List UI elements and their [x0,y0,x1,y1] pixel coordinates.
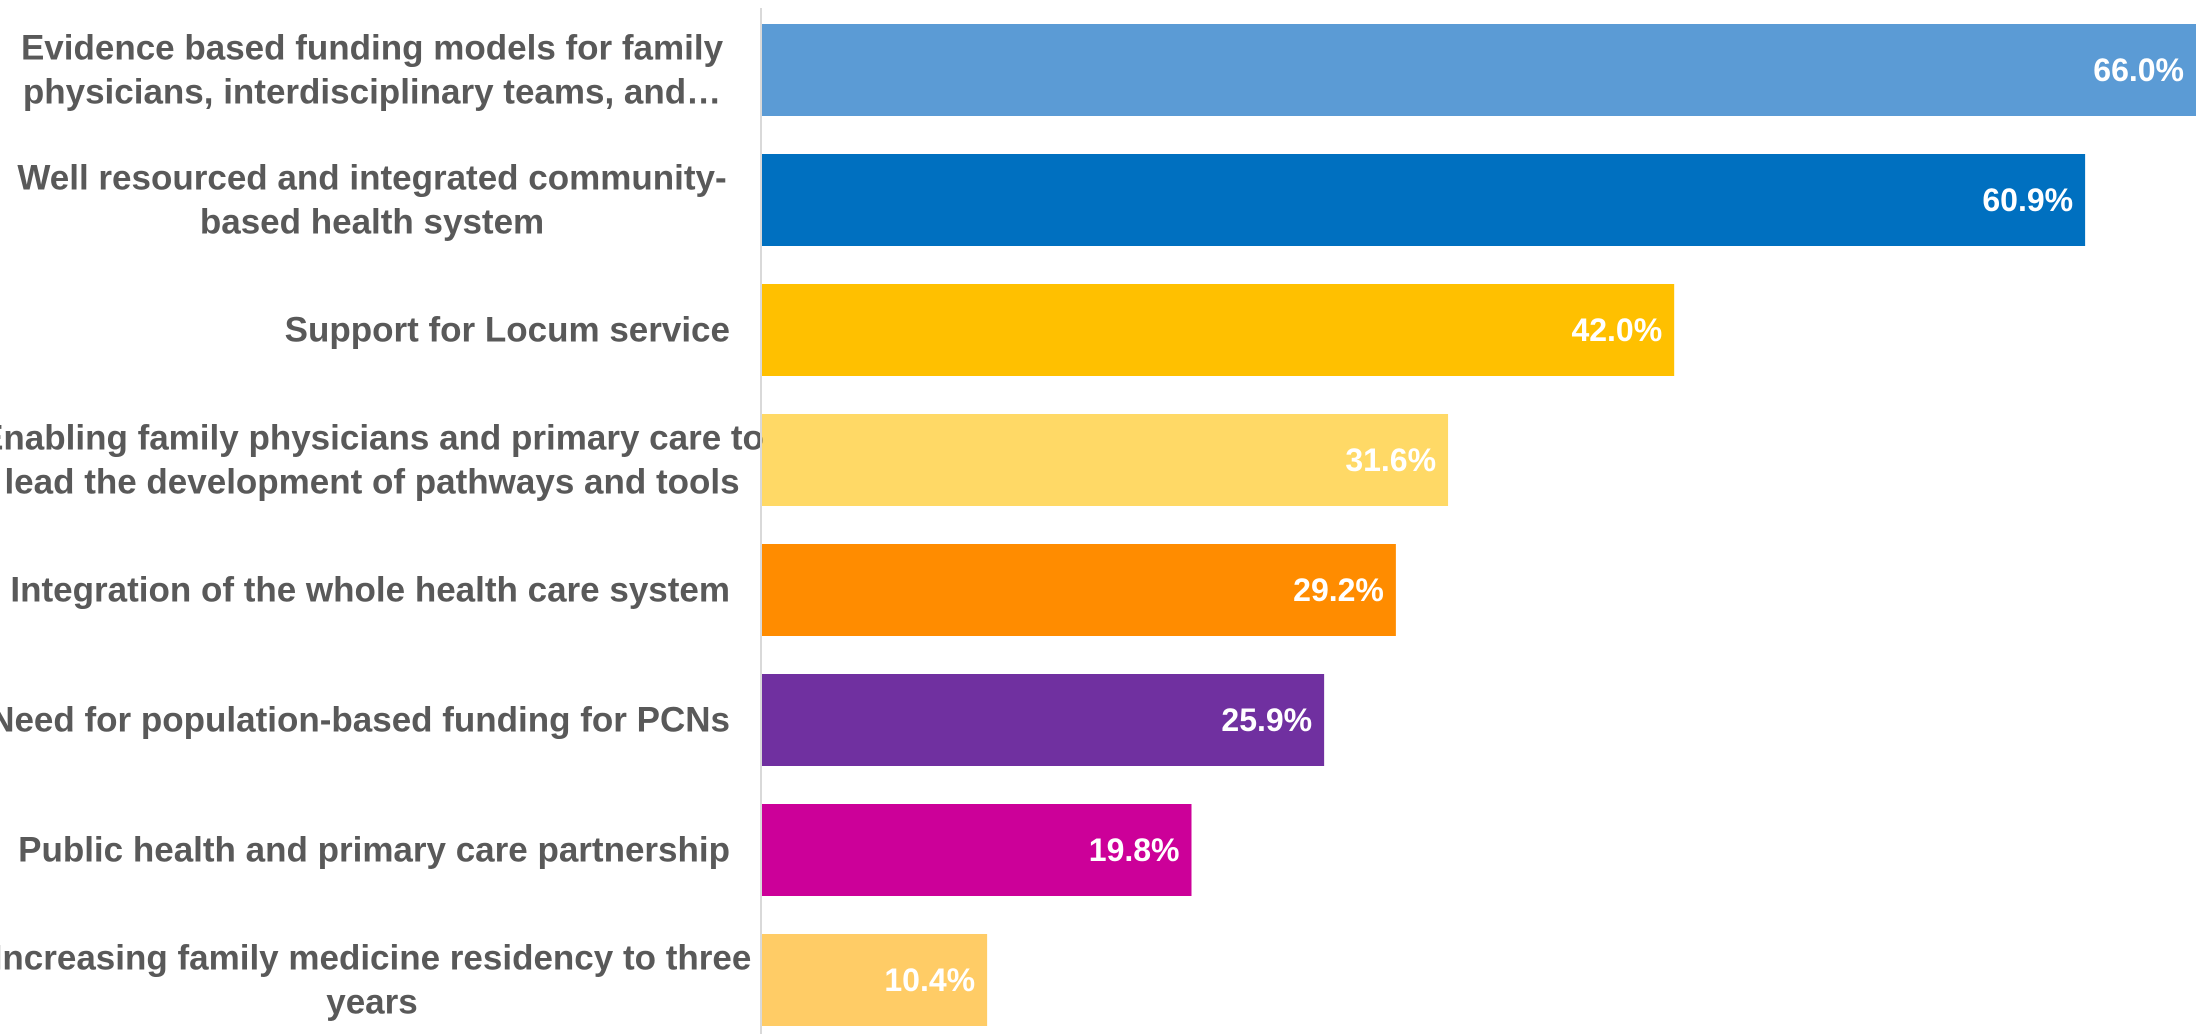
bar [761,414,1449,506]
category-label-line: physicians, interdisciplinary teams, and… [23,73,721,112]
category-label: Increasing family medicine residency to … [0,939,751,1022]
category-label-line: Public health and primary care partnersh… [18,831,730,870]
category-label-line: based health system [200,203,544,242]
value-label: 10.4% [884,962,975,998]
category-label-line: Integration of the whole health care sys… [10,571,730,610]
category-label: Evidence based funding models for family… [21,29,724,112]
value-labels-group: 66.0% 60.9% 42.0% 31.6% 29.2% 25.9% 19.8% 10.4% [884,52,2184,998]
bar [761,674,1325,766]
value-label: 31.6% [1345,442,1436,478]
category-label: Integration of the whole health care sys… [10,571,730,610]
category-label-line: Well resourced and integrated community- [17,159,726,198]
category-label-line: Evidence based funding models for family [21,29,724,68]
category-labels-group: Evidence based funding models for family… [0,29,764,1022]
bar [761,804,1192,896]
bar [761,24,2196,116]
bar [761,544,1396,636]
category-label-line: lead the development of pathways and too… [4,463,739,502]
category-label: Need for population-based funding for PC… [0,701,730,740]
category-label-line: Increasing family medicine residency to … [0,939,751,978]
value-label: 19.8% [1089,832,1180,868]
value-label: 29.2% [1293,572,1384,608]
category-label-line: Support for Locum service [285,311,730,350]
value-label: 42.0% [1571,312,1662,348]
value-label: 25.9% [1221,702,1312,738]
bars-group [761,24,2196,1026]
category-label-line: Need for population-based funding for PC… [0,701,730,740]
category-label-line: Enabling family physicians and primary c… [0,419,764,458]
value-label: 66.0% [2093,52,2184,88]
bar [761,934,988,1026]
category-label: Well resourced and integrated community-… [17,159,726,242]
category-label-line: years [326,983,417,1022]
bar [761,154,2086,246]
bar [761,284,1675,376]
category-label: Support for Locum service [285,311,730,350]
category-label: Enabling family physicians and primary c… [0,419,764,502]
value-label: 60.9% [1982,182,2073,218]
category-label: Public health and primary care partnersh… [18,831,730,870]
